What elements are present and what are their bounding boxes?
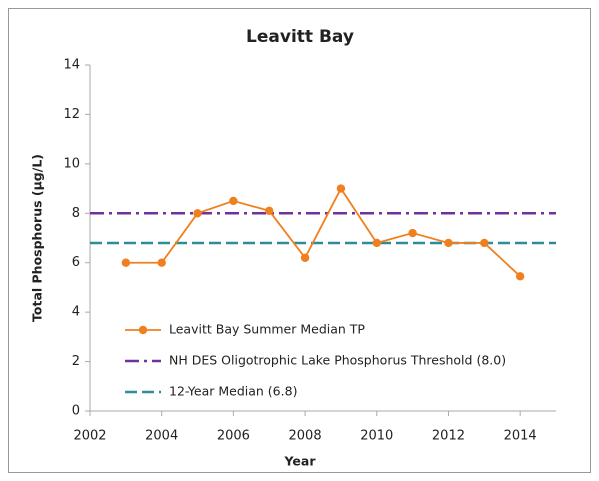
data-point <box>480 238 489 248</box>
data-point <box>372 238 381 248</box>
data-point <box>157 258 166 267</box>
x-tick-label: 2012 <box>432 429 465 444</box>
y-tick-label: 8 <box>72 206 80 221</box>
x-tick-label: 2014 <box>504 429 537 444</box>
x-tick-label: 2008 <box>289 429 322 444</box>
y-tick-label: 2 <box>72 354 80 369</box>
data-point <box>336 184 346 193</box>
data-point <box>193 209 202 218</box>
data-point <box>408 228 417 238</box>
x-axis-title: Year <box>284 454 317 469</box>
y-tick-label: 14 <box>63 58 80 73</box>
chart-title: Leavitt Bay <box>246 27 354 47</box>
y-tick-label: 0 <box>72 404 80 419</box>
data-point <box>265 206 274 216</box>
x-tick-label: 2004 <box>145 429 178 444</box>
y-tick-label: 10 <box>63 156 80 171</box>
series-line <box>125 186 521 277</box>
x-tick-label: 2006 <box>217 429 250 444</box>
x-tick-label: 2010 <box>360 429 393 444</box>
data-point <box>121 258 131 267</box>
chart-frame <box>8 8 591 473</box>
legend-label: 12-Year Median (6.8) <box>169 384 297 399</box>
x-tick-label: 2002 <box>73 429 106 444</box>
y-axis-title: Total Phosphorus (µg/L) <box>30 154 45 322</box>
y-tick-label: 12 <box>63 107 80 122</box>
y-tick-label: 6 <box>72 255 80 270</box>
y-tick-label: 4 <box>72 305 80 320</box>
legend-marker <box>138 325 148 335</box>
data-point <box>300 253 310 262</box>
legend-label: NH DES Oligotrophic Lake Phosphorus Thre… <box>169 353 506 368</box>
legend-label: Leavitt Bay Summer Median TP <box>169 322 365 337</box>
data-point <box>515 272 525 281</box>
data-point <box>444 238 453 248</box>
data-point <box>229 196 238 206</box>
